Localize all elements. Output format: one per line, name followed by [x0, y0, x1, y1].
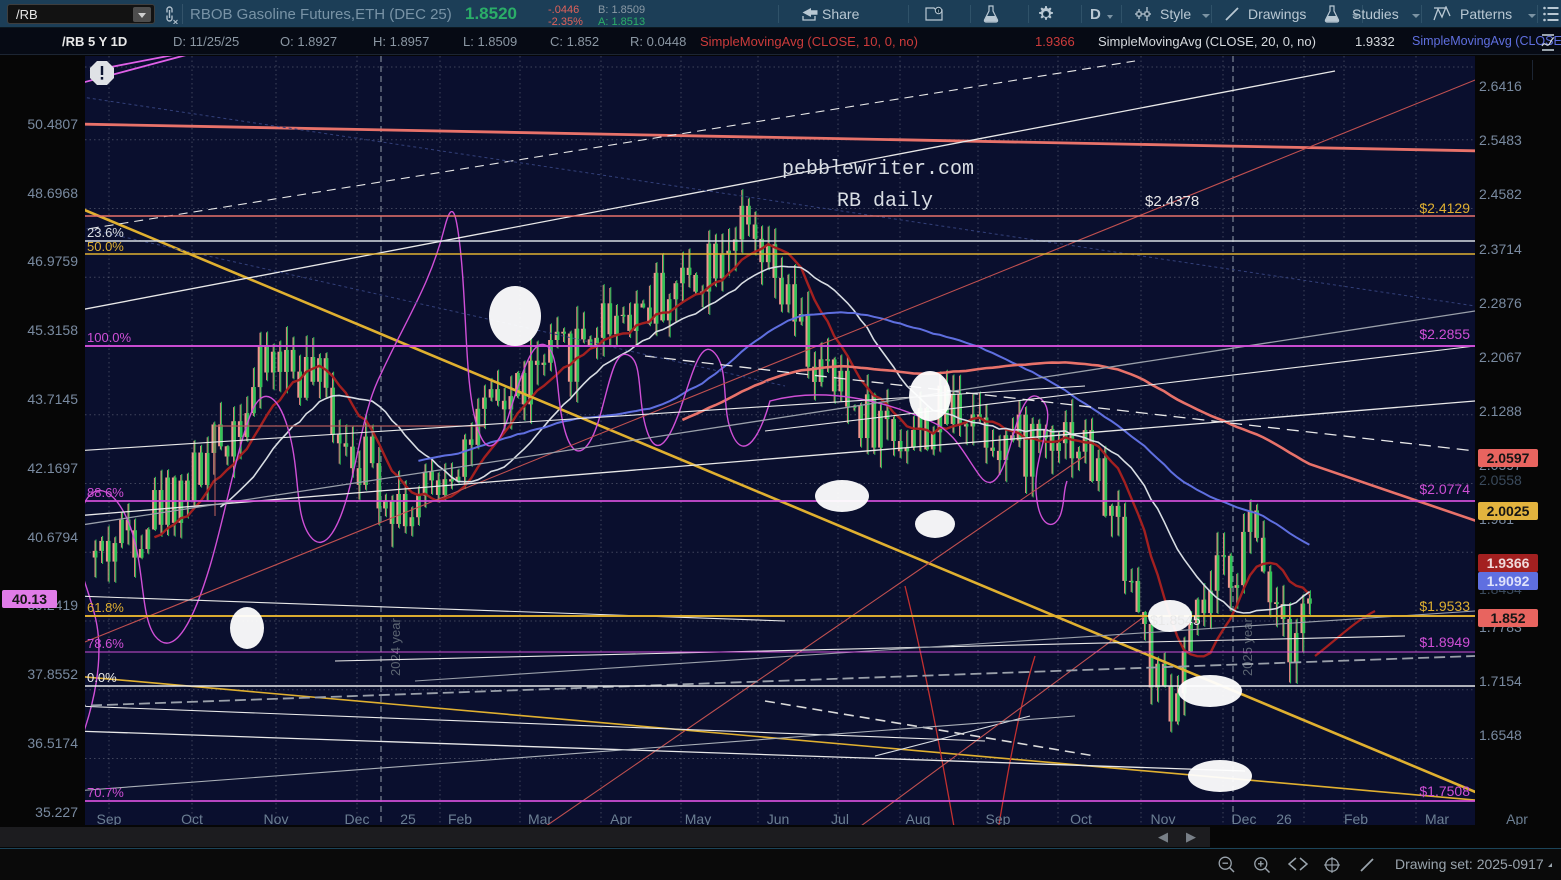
svg-text:100.0%: 100.0% [87, 330, 132, 345]
svg-text:$2.2855: $2.2855 [1419, 326, 1470, 342]
svg-text:88.6%: 88.6% [87, 485, 124, 500]
svg-text:RB daily: RB daily [837, 190, 933, 213]
svg-text:70.7%: 70.7% [87, 785, 124, 800]
svg-text:61.8%: 61.8% [87, 600, 124, 615]
svg-text:78.6%: 78.6% [87, 636, 124, 651]
svg-text:0.0%: 0.0% [87, 670, 117, 685]
svg-text:$2.0774: $2.0774 [1419, 481, 1470, 497]
svg-text:pebblewriter.com: pebblewriter.com [782, 158, 974, 181]
svg-text:$2.4129: $2.4129 [1419, 200, 1470, 216]
svg-text:$2.4378: $2.4378 [1145, 193, 1199, 210]
svg-text:50.0%: 50.0% [87, 239, 124, 254]
svg-text:$1.8545: $1.8545 [1150, 612, 1201, 628]
svg-text:$1.8949: $1.8949 [1419, 634, 1470, 650]
svg-text:$1.9533: $1.9533 [1419, 598, 1470, 614]
svg-text:23.6%: 23.6% [87, 225, 124, 240]
svg-text:i: i [938, 9, 939, 14]
svg-text:$1.7508: $1.7508 [1419, 783, 1470, 799]
